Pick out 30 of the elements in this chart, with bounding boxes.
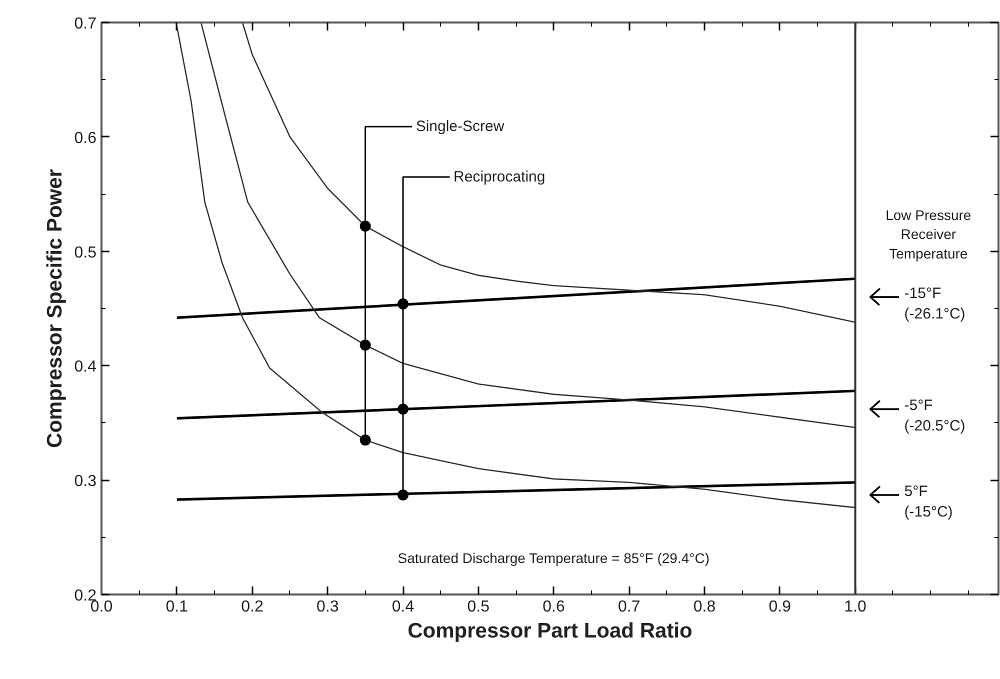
- y-tick-label: 0.4: [74, 358, 97, 376]
- y-axis-title: Compressor Specific Power: [43, 169, 66, 448]
- x-tick-label: 0.8: [693, 598, 716, 616]
- y-tick-label: 0.7: [74, 16, 97, 32]
- y-tick-label: 0.3: [74, 473, 97, 490]
- annotation: 5°F (-15°C): [904, 482, 953, 520]
- point: [398, 489, 409, 500]
- text: Reciprocating: [454, 168, 546, 186]
- annotation: Saturated Discharge Temperature = 85°F (29.4°C): [398, 550, 710, 566]
- x-tick-label: 0.3: [316, 598, 339, 616]
- x-tick-label: 1.0: [844, 598, 867, 616]
- point: [398, 404, 409, 415]
- x-tick-label: 0.7: [618, 598, 640, 616]
- y-tick-label: 0.5: [74, 244, 97, 262]
- x-tick-label: 0.4: [392, 598, 414, 616]
- point: [398, 298, 409, 310]
- text: Single-Screw: [416, 118, 504, 136]
- point: [360, 220, 371, 232]
- annotation: -15°F (-26.1°C): [904, 285, 966, 322]
- point: [360, 434, 371, 446]
- x-tick-label: 0.5: [467, 598, 490, 616]
- annotation: -5°F (-20.5°C): [904, 397, 966, 435]
- annotation: Low Pressure Receiver Temperature: [886, 206, 972, 262]
- x-tick-label: 0.2: [241, 598, 264, 616]
- x-tick-label: 0.9: [768, 598, 792, 616]
- x-axis-title: Compressor Part Load Ratio: [408, 620, 692, 642]
- x-tick-label: 0.1: [166, 598, 188, 616]
- point: [360, 340, 371, 351]
- x-tick-label: 0.6: [542, 598, 565, 616]
- y-tick-label: 0.6: [74, 130, 97, 147]
